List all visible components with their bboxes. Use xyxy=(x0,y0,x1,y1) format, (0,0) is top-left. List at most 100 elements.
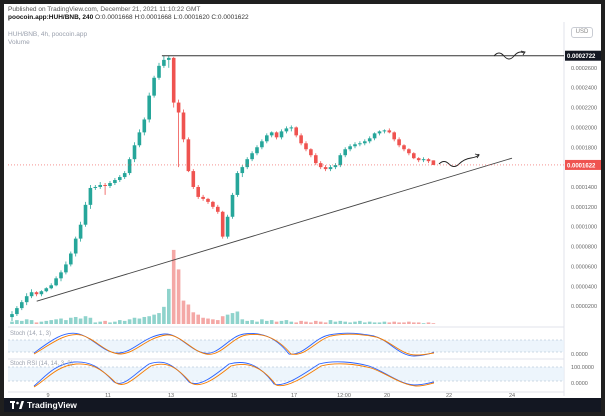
wavy-arrow-resistance xyxy=(493,51,525,60)
symbol-label: poocoin.app:HUH/BNB, 240 xyxy=(8,14,94,21)
candle-body xyxy=(216,206,220,212)
volume-bar xyxy=(299,320,303,324)
price-tick-label: 0.0001400 xyxy=(571,185,597,191)
time-tick-label: 11 xyxy=(105,393,111,399)
candle-body xyxy=(294,127,298,136)
last-price-badge xyxy=(565,159,601,170)
resistance-price-badge xyxy=(565,50,601,61)
candle-body xyxy=(15,308,19,315)
volume-bar xyxy=(382,321,387,324)
candle-body xyxy=(260,141,264,148)
candle-body xyxy=(20,302,24,309)
candle-body xyxy=(162,59,166,66)
tradingview-logo[interactable]: TradingView xyxy=(10,400,77,410)
stoch-d-line xyxy=(33,333,435,356)
candle-body xyxy=(397,139,401,146)
volume-bar xyxy=(407,321,411,324)
symbol-line: poocoin.app:HUH/BNB, 240 O:0.0001668 H:0… xyxy=(8,14,249,21)
volume-bar xyxy=(29,320,34,324)
candle-body xyxy=(269,132,274,136)
volume-bar xyxy=(348,322,352,324)
volume-bar xyxy=(294,322,298,324)
volume-bar xyxy=(245,320,249,324)
indicator-panes: 0.0000 100.0000 0.0000 xyxy=(8,332,594,388)
candle-body xyxy=(265,135,269,142)
volume-bar xyxy=(191,312,196,324)
candle-body xyxy=(201,196,205,199)
volume-bar xyxy=(64,320,68,324)
time-tick-label: 24 xyxy=(509,393,515,399)
volume-bar xyxy=(343,321,347,324)
candle-body xyxy=(235,173,240,195)
price-tick-label: 0.0000800 xyxy=(571,245,597,251)
candle-body xyxy=(343,149,347,156)
candle-body xyxy=(122,173,127,178)
time-tick-label: 17 xyxy=(291,393,297,399)
volume-bar xyxy=(176,269,181,324)
candle-body xyxy=(34,292,39,295)
volume-bar xyxy=(314,320,318,324)
candle-body xyxy=(88,187,93,205)
volume-bar xyxy=(269,320,274,324)
volume-bar xyxy=(113,321,117,324)
candle-body xyxy=(54,278,58,286)
candle-body xyxy=(98,184,102,187)
volume-bar xyxy=(426,322,431,324)
price-tick-label: 0.0002400 xyxy=(571,86,597,92)
candle-body xyxy=(372,133,377,139)
volume-bar xyxy=(372,322,377,324)
candle-body xyxy=(304,143,308,150)
candle-body xyxy=(284,128,289,132)
candle-body xyxy=(73,238,78,254)
candle-body xyxy=(29,292,34,297)
volume-bar xyxy=(353,321,357,324)
candle-body xyxy=(348,146,352,150)
price-tick-label: 0.0001800 xyxy=(571,145,597,151)
candle-body xyxy=(377,131,382,134)
volume-bar xyxy=(93,322,98,324)
stochrsi-axis-bottom: 0.0000 xyxy=(571,381,588,387)
time-axis: 9 11 13 15 17 12:00 20 22 24 xyxy=(46,393,515,399)
time-tick-label: 22 xyxy=(446,393,452,399)
volume-bar xyxy=(167,288,171,324)
candle-body xyxy=(49,285,53,289)
volume-bar xyxy=(338,320,343,324)
price-tick-label: 0.0000600 xyxy=(571,264,597,270)
stochrsi-d-line xyxy=(33,363,435,388)
candle-body xyxy=(314,155,318,164)
volume-bar xyxy=(255,321,259,324)
volume-bar xyxy=(88,317,93,324)
candle-body xyxy=(250,153,254,160)
candle-body xyxy=(274,132,279,138)
currency-button[interactable]: USD xyxy=(571,27,593,38)
candle-body xyxy=(220,211,225,237)
volume-bar xyxy=(367,321,372,324)
brand-label: TradingView xyxy=(27,400,77,410)
volume-bar xyxy=(20,320,24,324)
candle-body xyxy=(363,141,367,144)
candle-body xyxy=(230,194,235,217)
candle-body xyxy=(279,131,284,138)
candle-body xyxy=(181,112,186,140)
volume-bar xyxy=(59,318,63,324)
candle-body xyxy=(59,272,63,279)
candle-body xyxy=(328,167,333,170)
volume-bar xyxy=(402,322,406,324)
volume-bar xyxy=(147,316,151,324)
candle-body xyxy=(289,127,294,129)
volume-bar xyxy=(186,304,191,324)
stochrsi-axis-top: 100.0000 xyxy=(571,365,594,371)
volume-bar xyxy=(108,322,112,324)
candle-body xyxy=(367,138,372,142)
volume-legend: Volume xyxy=(8,39,30,46)
candle-body xyxy=(24,296,29,303)
volume-bar xyxy=(328,320,333,324)
candle-body xyxy=(421,159,426,161)
candle-body xyxy=(245,159,249,168)
candle-body xyxy=(64,264,68,273)
price-tick-label: 0.0002600 xyxy=(571,66,597,72)
candle-body xyxy=(93,186,98,188)
candle-body xyxy=(39,291,44,295)
